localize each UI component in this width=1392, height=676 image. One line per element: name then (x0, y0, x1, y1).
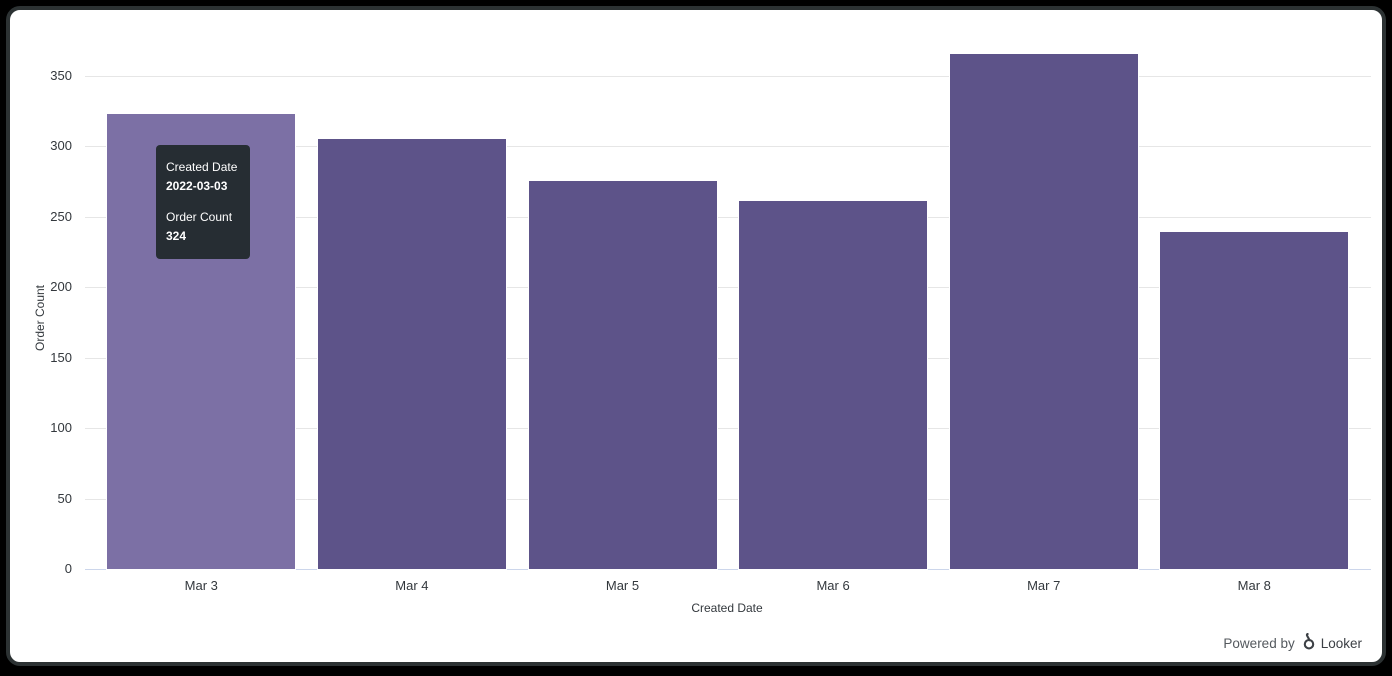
y-tick-label-300: 300 (50, 138, 72, 154)
x-tick-label-mar-6: Mar 6 (816, 578, 850, 593)
plot-area: Order Count 0 50 100 150 200 250 300 350 Mar 3 M… (10, 10, 1382, 662)
x-axis-title: Created Date (691, 601, 763, 615)
powered-by-text: Powered by (1223, 635, 1295, 651)
bar-mar-8[interactable] (1159, 230, 1350, 570)
x-tick-label-mar-8: Mar 8 (1237, 578, 1271, 593)
y-gridline-0 (85, 569, 1371, 570)
y-tick-label-100: 100 (50, 420, 72, 436)
bar-mar-6[interactable] (738, 199, 929, 570)
y-gridline-300 (85, 146, 1371, 148)
y-tick-label-200: 200 (50, 279, 72, 295)
bar-mar-4[interactable] (316, 137, 507, 570)
chart-tooltip: Created Date 2022-03-03 Order Count 324 (156, 145, 250, 259)
looker-brand-text: Looker (1320, 635, 1362, 651)
y-gridline-200 (85, 287, 1371, 289)
y-tick-label-350: 350 (50, 67, 72, 83)
powered-by-looker-link[interactable]: Powered by Looker (1223, 632, 1362, 653)
tooltip-dimension-value: 2022-03-03 (166, 179, 228, 193)
y-gridline-350 (85, 75, 1371, 77)
x-tick-label-mar-3: Mar 3 (184, 578, 218, 593)
y-tick-label-50: 50 (57, 490, 72, 506)
tooltip-measure-label: Order Count (166, 210, 233, 224)
y-gridline-100 (85, 428, 1371, 430)
bar-mar-5[interactable] (527, 180, 718, 570)
tooltip-measure-value: 324 (166, 229, 187, 243)
y-tick-label-150: 150 (50, 349, 72, 365)
x-tick-label-mar-5: Mar 5 (605, 578, 640, 593)
bar-mar-7[interactable] (948, 53, 1139, 570)
y-tick-label-250: 250 (50, 208, 72, 224)
y-gridline-150 (85, 357, 1371, 359)
x-tick-label-mar-7: Mar 7 (1027, 578, 1061, 593)
x-tick-label-mar-4: Mar 4 (395, 578, 429, 593)
tooltip-dimension-label: Created Date (166, 160, 238, 174)
looker-logo-icon (1302, 632, 1316, 653)
y-gridline-250 (85, 216, 1371, 218)
y-gridline-50 (85, 498, 1371, 500)
chart-card: Order Count 0 50 100 150 200 250 300 350 Mar 3 M… (6, 6, 1386, 666)
y-tick-label-0: 0 (64, 561, 72, 576)
